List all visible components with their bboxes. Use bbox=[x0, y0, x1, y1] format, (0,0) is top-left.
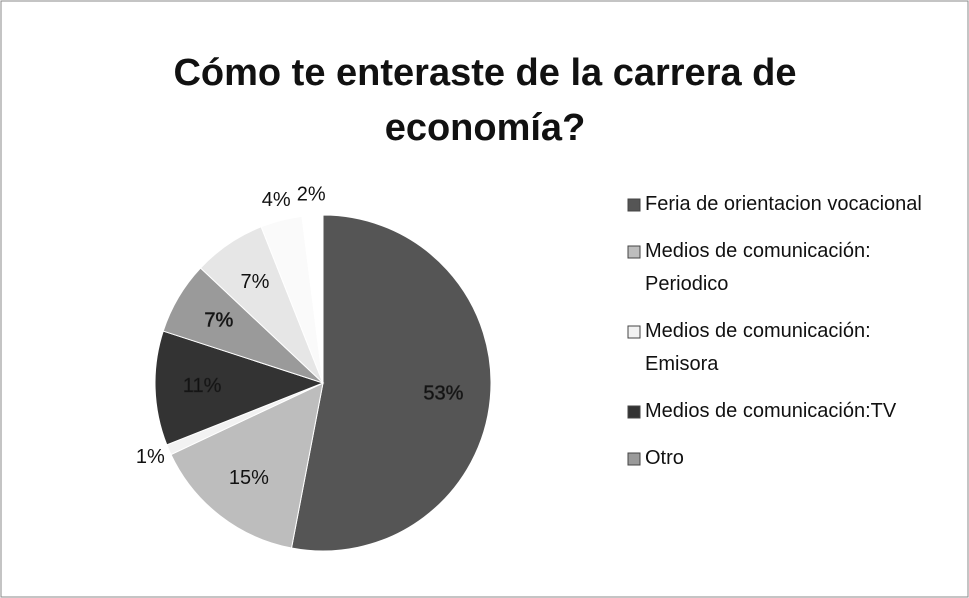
legend-swatch bbox=[627, 245, 641, 259]
pie-slice bbox=[154, 330, 325, 446]
legend-swatch bbox=[627, 452, 641, 466]
legend-swatch bbox=[627, 405, 641, 419]
data-label: 7% bbox=[241, 271, 270, 293]
legend-label: Medios de comunicación: Emisora bbox=[645, 320, 871, 375]
data-label: 2% bbox=[297, 183, 326, 205]
data-label: 7% bbox=[204, 310, 233, 332]
legend-label: Medios de comunicación:TV bbox=[645, 400, 897, 422]
pie-slice bbox=[290, 214, 492, 552]
legend-swatch bbox=[627, 198, 641, 212]
pie-slice bbox=[301, 214, 324, 384]
data-label: 15% bbox=[229, 467, 269, 489]
data-label: 4% bbox=[262, 189, 291, 211]
data-label: 1% bbox=[136, 446, 165, 468]
legend-label: Otro bbox=[645, 447, 684, 469]
legend-label: Feria de orientacion vocacional bbox=[645, 193, 922, 215]
legend-label: Medios de comunicación: Periodico bbox=[645, 240, 871, 295]
data-label: 53% bbox=[423, 383, 463, 405]
legend-swatch bbox=[627, 325, 641, 339]
chart-title: Cómo te enteraste de la carrera de econom… bbox=[173, 52, 796, 149]
pie-slice bbox=[170, 382, 324, 549]
data-label: 11% bbox=[183, 375, 222, 397]
